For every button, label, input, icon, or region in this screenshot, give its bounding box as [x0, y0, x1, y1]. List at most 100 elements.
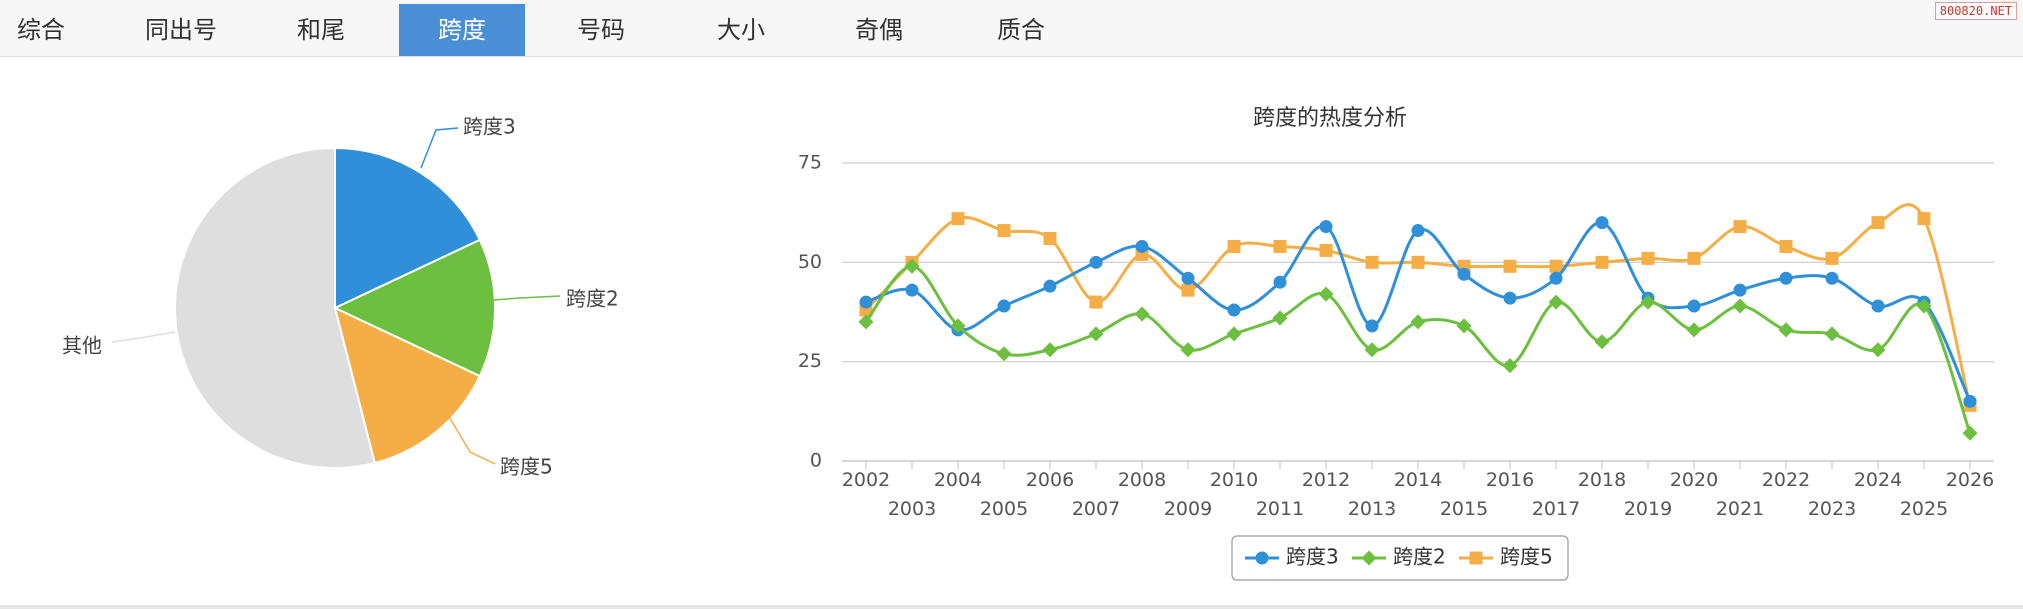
tab-span[interactable]: 跨度	[399, 4, 525, 56]
legend-marker-span-5[interactable]	[1469, 551, 1483, 565]
data-point-span-3[interactable]	[1963, 394, 1977, 408]
data-point-span-3[interactable]	[1043, 279, 1057, 293]
data-point-span-5[interactable]	[1917, 212, 1931, 226]
x-tick-label: 2018	[1578, 469, 1626, 491]
data-point-span-5[interactable]	[1181, 283, 1195, 297]
legend-item-span-2[interactable]: 跨度2	[1352, 545, 1446, 569]
data-point-span-2[interactable]	[1778, 322, 1794, 338]
data-point-span-2[interactable]	[1686, 322, 1702, 338]
data-point-span-3[interactable]	[1595, 216, 1609, 230]
x-tick-label: 2002	[842, 469, 890, 491]
x-tick-label: 2017	[1532, 498, 1580, 520]
data-point-span-3[interactable]	[1779, 271, 1793, 285]
tab-summary[interactable]: 综合	[17, 16, 65, 44]
data-point-span-2[interactable]	[858, 314, 874, 330]
x-tick-label: 2023	[1808, 498, 1856, 520]
pie-slice-other[interactable]	[173, 146, 377, 469]
data-point-span-2[interactable]	[904, 258, 920, 274]
data-point-span-2[interactable]	[1318, 286, 1334, 302]
y-tick-label: 0	[810, 450, 822, 472]
data-point-span-5[interactable]	[1089, 295, 1103, 309]
data-point-span-3[interactable]	[1687, 299, 1701, 313]
data-point-span-5[interactable]	[1733, 220, 1747, 234]
data-point-span-5[interactable]	[1227, 239, 1241, 253]
data-point-span-5[interactable]	[1595, 255, 1609, 269]
data-point-span-5[interactable]	[951, 212, 965, 226]
data-point-span-2[interactable]	[1272, 310, 1288, 326]
tab-prime-composite[interactable]: 质合	[997, 16, 1045, 44]
data-point-span-5[interactable]	[1825, 251, 1839, 265]
data-point-span-3[interactable]	[1457, 267, 1471, 281]
legend-item-span-3[interactable]: 跨度3	[1245, 545, 1339, 569]
x-tick-label: 2005	[980, 498, 1028, 520]
data-point-span-2[interactable]	[1042, 342, 1058, 358]
data-point-span-3[interactable]	[1825, 271, 1839, 285]
data-point-span-3[interactable]	[1273, 275, 1287, 289]
data-point-span-2[interactable]	[1088, 326, 1104, 342]
data-point-span-2[interactable]	[1824, 326, 1840, 342]
pie-slice-span-2[interactable]	[332, 238, 496, 378]
tab-size[interactable]: 大小	[717, 16, 765, 44]
data-point-span-5[interactable]	[1871, 216, 1885, 230]
data-point-span-2[interactable]	[1134, 306, 1150, 322]
data-point-span-3[interactable]	[1181, 271, 1195, 285]
data-point-span-5[interactable]	[1503, 259, 1517, 273]
tab-number[interactable]: 号码	[577, 16, 625, 44]
tab-sum-tail[interactable]: 和尾	[297, 16, 345, 44]
data-point-span-5[interactable]	[1549, 259, 1563, 273]
pie-slice-span-3[interactable]	[334, 146, 482, 310]
data-point-span-3[interactable]	[1733, 283, 1747, 297]
data-point-span-3[interactable]	[1411, 224, 1425, 238]
data-point-span-3[interactable]	[1549, 271, 1563, 285]
data-point-span-5[interactable]	[1273, 239, 1287, 253]
data-point-span-3[interactable]	[1365, 319, 1379, 333]
data-point-span-2[interactable]	[1502, 358, 1518, 374]
data-point-span-3[interactable]	[1227, 303, 1241, 317]
data-point-span-5[interactable]	[1365, 255, 1379, 269]
data-point-span-2[interactable]	[1916, 298, 1932, 314]
legend-item-span-5[interactable]: 跨度5	[1459, 545, 1553, 569]
data-point-span-2[interactable]	[1226, 326, 1242, 342]
data-point-span-2[interactable]	[1732, 298, 1748, 314]
tab-same-numbers[interactable]: 同出号	[145, 16, 217, 44]
data-point-span-5[interactable]	[1043, 231, 1057, 245]
chart-legend: 跨度3 跨度2 跨度5	[1231, 535, 1569, 581]
data-point-span-3[interactable]	[1503, 291, 1517, 305]
data-point-span-3[interactable]	[997, 299, 1011, 313]
data-point-span-2[interactable]	[1548, 294, 1564, 310]
pie-slice-span-5[interactable]	[333, 306, 482, 465]
tab-odd-even[interactable]: 奇偶	[855, 16, 903, 44]
data-point-span-5[interactable]	[1779, 239, 1793, 253]
x-tick-label: 2009	[1164, 498, 1212, 520]
data-point-span-3[interactable]	[1871, 299, 1885, 313]
data-point-span-3[interactable]	[905, 283, 919, 297]
data-point-span-5[interactable]	[997, 224, 1011, 238]
data-point-span-3[interactable]	[859, 295, 873, 309]
data-point-span-3[interactable]	[1135, 239, 1149, 253]
data-point-span-2[interactable]	[1456, 318, 1472, 334]
data-point-span-2[interactable]	[950, 318, 966, 334]
series-span-3	[859, 216, 1977, 408]
data-point-span-5[interactable]	[1641, 251, 1655, 265]
pie-label-span-5: 跨度5	[500, 455, 553, 479]
x-tick-label: 2010	[1210, 469, 1258, 491]
data-point-span-2[interactable]	[1870, 342, 1886, 358]
data-point-span-2[interactable]	[1640, 294, 1656, 310]
data-point-span-5[interactable]	[1411, 255, 1425, 269]
data-point-span-5[interactable]	[1687, 251, 1701, 265]
data-point-span-5[interactable]	[1319, 243, 1333, 257]
data-point-span-2[interactable]	[1962, 425, 1978, 441]
data-point-span-2[interactable]	[996, 346, 1012, 362]
series-span-5	[859, 203, 1977, 412]
legend-marker-span-3[interactable]	[1255, 551, 1269, 565]
x-tick-label: 2024	[1854, 469, 1902, 491]
data-point-span-2[interactable]	[1180, 342, 1196, 358]
data-point-span-2[interactable]	[1364, 342, 1380, 358]
data-point-span-3[interactable]	[1319, 220, 1333, 234]
series-span-2	[858, 258, 1978, 441]
data-point-span-2[interactable]	[1410, 314, 1426, 330]
bottom-divider	[0, 605, 2023, 609]
legend-marker-span-2[interactable]	[1361, 550, 1377, 566]
data-point-span-3[interactable]	[1089, 255, 1103, 269]
data-point-span-2[interactable]	[1594, 334, 1610, 350]
